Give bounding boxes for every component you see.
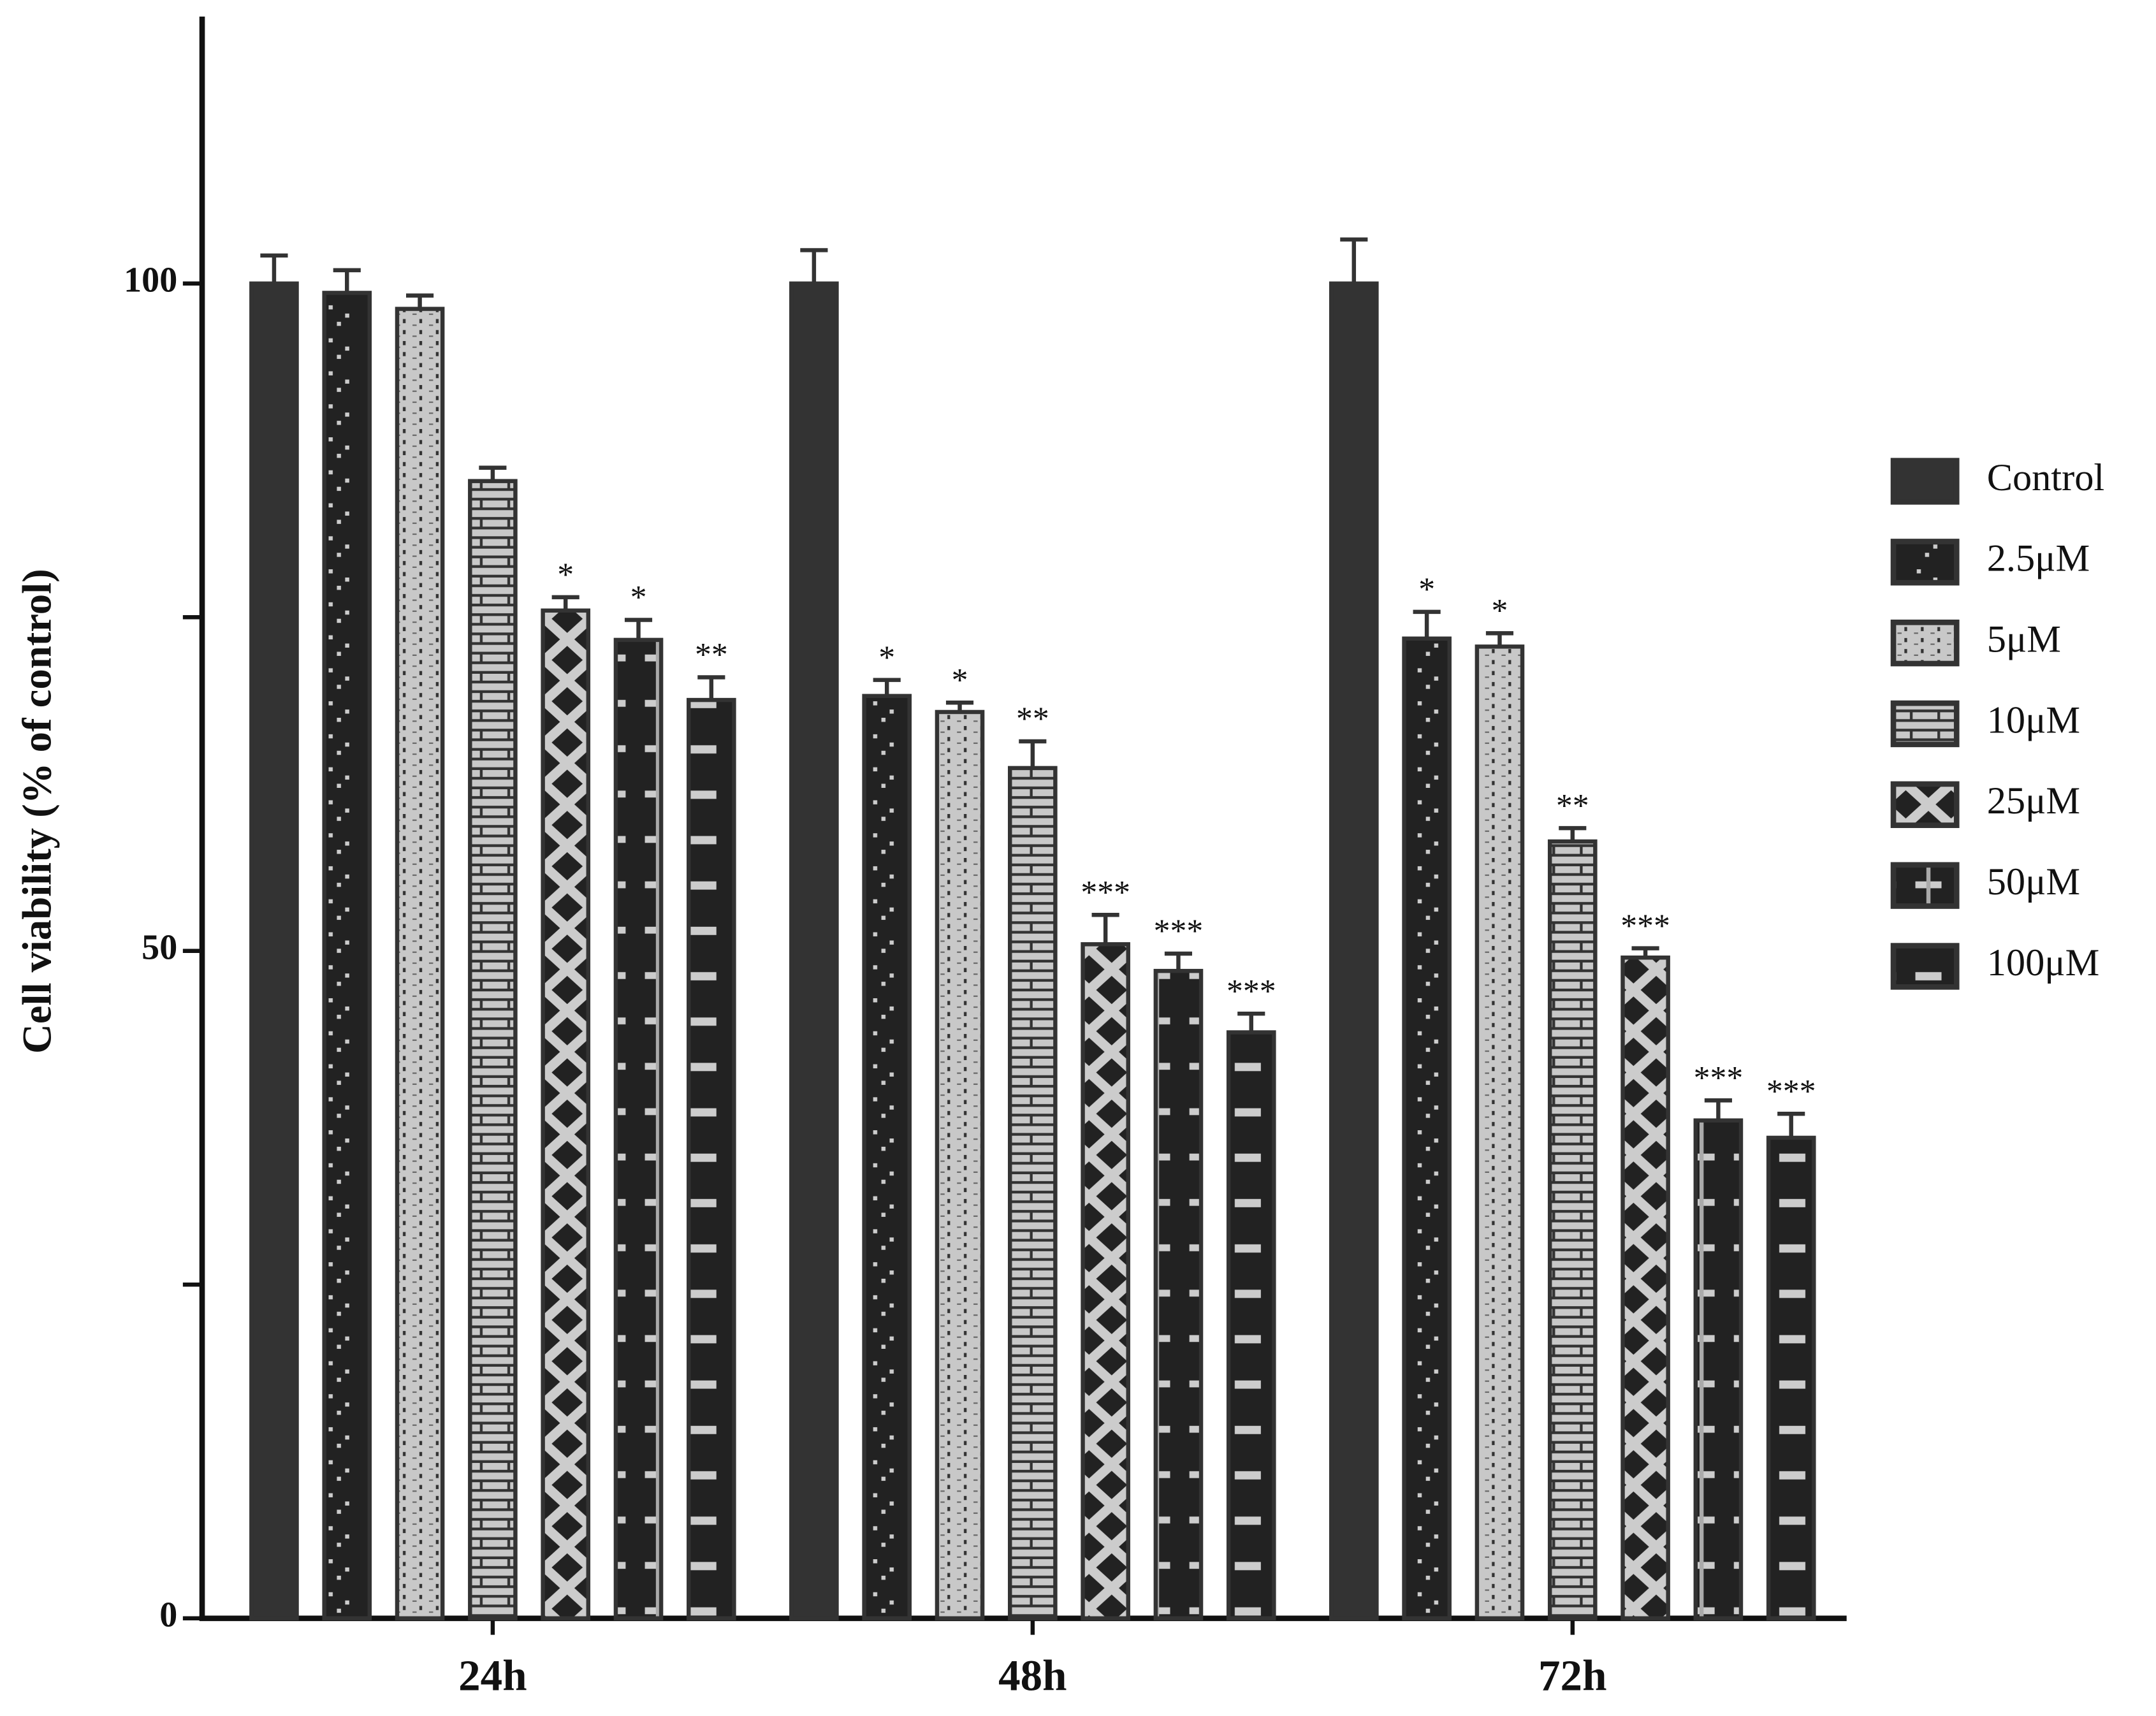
- error-bar: [1559, 825, 1587, 842]
- legend-label: 10μM: [1987, 699, 2080, 741]
- legend-swatch: [1890, 619, 1960, 667]
- significance-label: ***: [1081, 875, 1130, 911]
- bar: [1402, 636, 1452, 1620]
- error-bar: [1777, 1111, 1805, 1138]
- legend-swatch: [1890, 943, 1960, 990]
- bar: [541, 608, 591, 1620]
- error-bar: [479, 465, 507, 481]
- bar: [468, 479, 518, 1620]
- significance-label: **: [695, 637, 728, 673]
- legend-label: 100μM: [1987, 942, 2100, 984]
- bar: [1329, 281, 1379, 1620]
- bar: [687, 697, 736, 1620]
- significance-label: *: [557, 557, 574, 593]
- x-tick-label: 72h: [1538, 1651, 1606, 1700]
- error-bar: [551, 595, 579, 611]
- legend-swatch: [1890, 781, 1960, 828]
- bar: [1766, 1135, 1816, 1620]
- bar: [1621, 956, 1670, 1620]
- bar: [1475, 644, 1525, 1620]
- x-tick-label: 24h: [458, 1651, 527, 1700]
- legend-label: Control: [1987, 456, 2105, 499]
- error-bar: [260, 253, 288, 284]
- legend-swatch: [1890, 862, 1960, 909]
- y-axis-label: Cell viability (% of control): [14, 569, 60, 1054]
- bar: [1153, 968, 1204, 1620]
- significance-label: **: [1556, 788, 1589, 824]
- error-bar: [697, 675, 725, 701]
- x-tick-label: 48h: [998, 1651, 1067, 1700]
- error-bar: [1237, 1011, 1265, 1033]
- y-tick-label: 0: [159, 1596, 177, 1635]
- bar: [249, 281, 299, 1620]
- error-bar: [1019, 739, 1047, 768]
- bar: [1547, 839, 1598, 1620]
- bar: [1693, 1118, 1744, 1620]
- significance-label: **: [1016, 701, 1049, 738]
- error-bar: [1485, 631, 1514, 647]
- significance-label: *: [952, 662, 968, 699]
- error-bar: [1704, 1098, 1732, 1121]
- bar: [935, 709, 985, 1620]
- bar: [789, 281, 839, 1620]
- legend-swatch: [1890, 539, 1960, 586]
- significance-label: ***: [1154, 913, 1204, 950]
- legend-swatch: [1890, 700, 1960, 748]
- bar: [395, 307, 445, 1620]
- error-bar: [406, 293, 434, 309]
- error-bar: [333, 268, 361, 293]
- legend-label: 5μM: [1987, 618, 2061, 661]
- significance-label: ***: [1621, 908, 1670, 944]
- bar: [862, 694, 912, 1620]
- bar: [1081, 942, 1130, 1620]
- significance-label: ***: [1766, 1073, 1816, 1110]
- bar: [613, 637, 664, 1620]
- error-bar: [873, 678, 901, 696]
- y-tick-label: 100: [124, 261, 177, 300]
- significance-label: ***: [1227, 973, 1276, 1010]
- significance-label: *: [1418, 572, 1435, 608]
- significance-label: ***: [1694, 1060, 1744, 1096]
- error-bar: [800, 248, 828, 284]
- error-bar: [1413, 609, 1441, 639]
- error-bar: [1340, 237, 1368, 284]
- y-tick-label: 50: [142, 928, 177, 968]
- legend-label: 25μM: [1987, 780, 2080, 822]
- error-bar: [1164, 951, 1193, 971]
- significance-label: *: [878, 639, 895, 676]
- legend-label: 50μM: [1987, 861, 2080, 903]
- significance-label: *: [630, 579, 647, 616]
- bar: [1226, 1030, 1276, 1620]
- error-bar: [624, 618, 653, 640]
- bar: [1007, 766, 1058, 1620]
- error-bar: [1091, 912, 1119, 945]
- legend-swatch: [1890, 458, 1960, 505]
- legend-label: 2.5μM: [1987, 537, 2090, 580]
- bar: [322, 291, 372, 1620]
- significance-label: *: [1492, 593, 1508, 629]
